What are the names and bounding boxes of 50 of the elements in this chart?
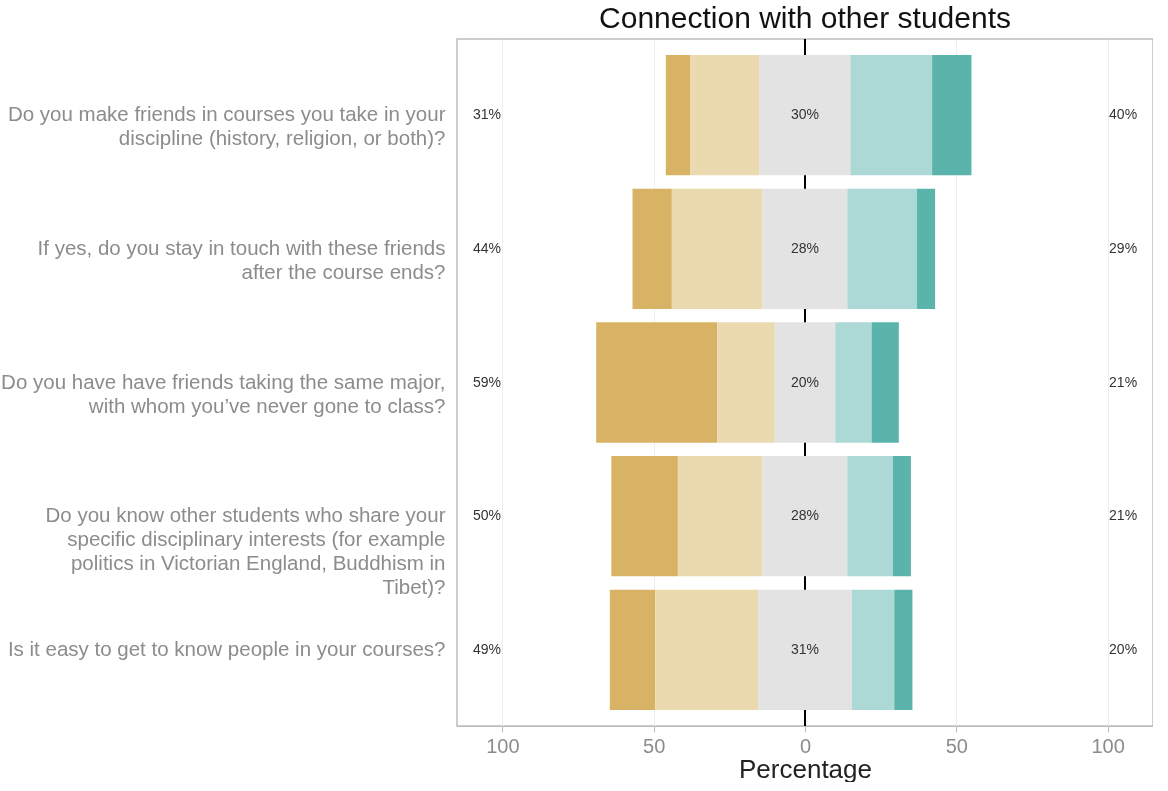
y-tick-label: Do you make friends in courses you take in your discipline (history, religion, or both)? [7,102,446,150]
y-tick-label: Do you have have friends taking the same major, with whom you’ve never gone to class? [1,369,446,417]
annotation: 31% [472,106,501,123]
bar [609,589,656,710]
bar [762,456,848,577]
bar [847,188,917,309]
bar [851,589,895,710]
data-label: 28% [790,507,820,524]
bar [894,589,913,710]
annotation: 40% [1109,106,1138,123]
annotation: 49% [472,640,501,657]
x-tick-label: 50 [945,734,968,757]
data-label: 20% [790,373,820,390]
annotation: 21% [1109,507,1138,524]
bar [671,188,763,309]
bar [690,55,760,176]
data-label: 28% [790,239,820,256]
bar [774,322,836,443]
bar [677,456,763,577]
x-tick-label: 100 [486,734,520,757]
bar [847,456,893,577]
bar [655,589,759,710]
bar [596,322,718,443]
y-tick-label: If yes, do you stay in touch with these friends after the course ends? [37,235,446,283]
chart-title: Connection with other students [599,1,1011,34]
bar [665,55,691,176]
data-label: 30% [790,106,820,123]
annotation: 21% [1109,373,1138,390]
bar [762,188,848,309]
annotation: 59% [472,373,501,390]
annotation: 44% [472,239,501,256]
y-tick-label: Do you know other students who share your specific disciplinary interests (for example politics in Victorian England, Buddhism in Tibet)? [45,503,446,599]
bar [835,322,872,443]
bar [611,456,678,577]
x-tick-label: 50 [643,734,666,757]
bar [932,55,972,176]
bar [850,55,933,176]
bar [916,188,936,309]
bar [632,188,672,309]
data-label: 31% [790,640,820,657]
bar [759,55,851,176]
bar [758,589,852,710]
annotation: 50% [472,507,501,524]
annotation: 20% [1109,640,1138,657]
y-tick-label: Is it easy to get to know people in your courses? [7,636,446,660]
bar [871,322,899,443]
bar [892,456,911,577]
annotation: 29% [1109,239,1138,256]
bar [717,322,775,443]
x-tick-label: 100 [1091,734,1125,757]
